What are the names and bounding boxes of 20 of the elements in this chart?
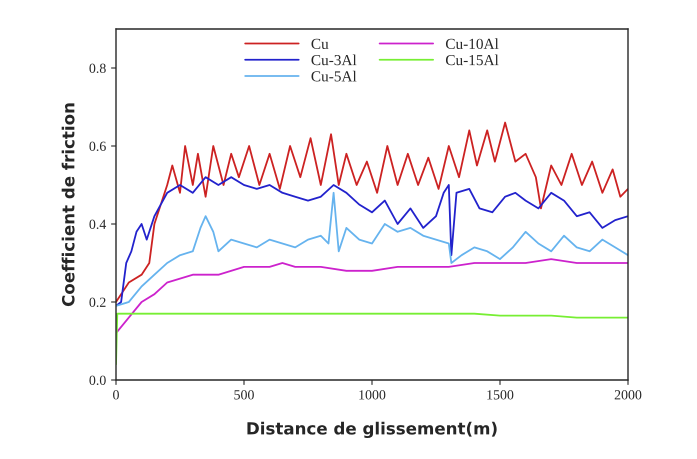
legend-label: Cu-10Al (446, 38, 498, 50)
legend-label: Cu-15Al (446, 54, 498, 66)
line-series (116, 312, 628, 366)
x-tick-label: 1000 (359, 390, 386, 400)
y-tick-label: 0.0 (89, 376, 106, 386)
x-tick-label: 0 (113, 390, 119, 400)
y-tick-label: 0.4 (89, 220, 106, 230)
x-tick-label: 500 (234, 390, 254, 400)
y-tick-label: 0.6 (89, 142, 106, 152)
x-axis-title: Distance de glissement(m) (247, 422, 497, 438)
legend-label: Cu-3Al (312, 54, 356, 66)
x-tick-label: 2000 (614, 390, 642, 400)
x-tick-label: 1500 (487, 390, 514, 400)
legend-label: Cu-5Al (312, 70, 356, 82)
y-axis-title: Coefficient de friction (62, 103, 75, 306)
line-series (116, 122, 628, 303)
y-tick-label: 0.2 (89, 298, 106, 308)
legend-label: Cu (312, 38, 328, 50)
y-tick-label: 0.8 (89, 64, 106, 74)
line-series (116, 258, 628, 334)
